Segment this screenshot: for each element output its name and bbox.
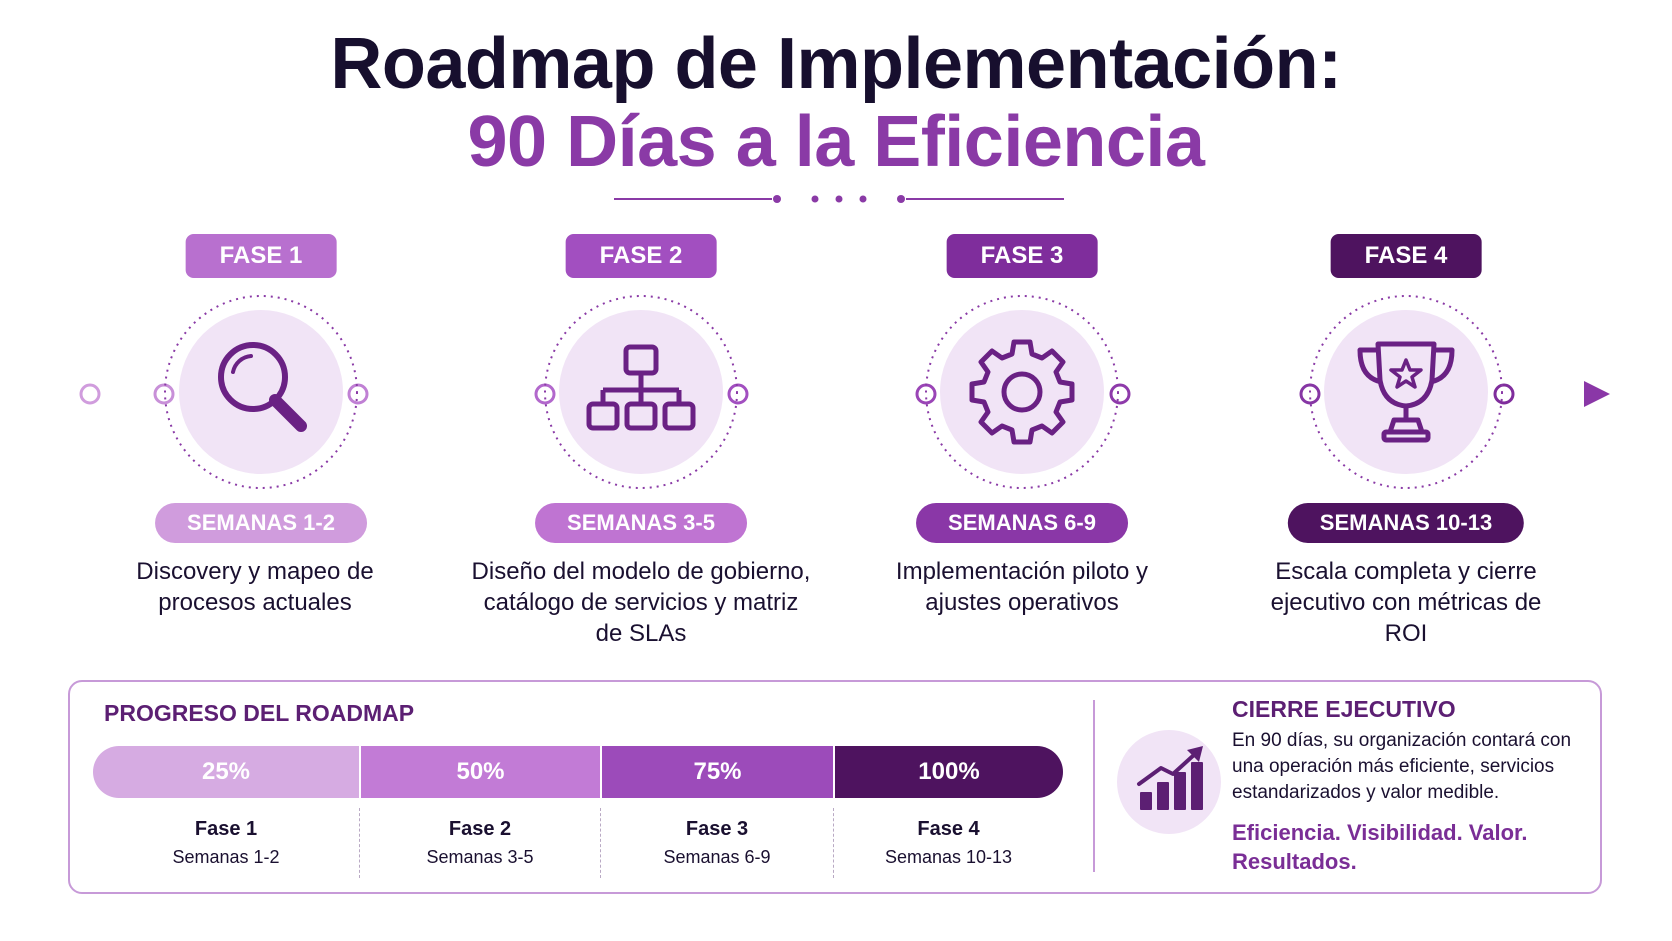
- phase-4-weeks: SEMANAS 10-13: [1287, 503, 1525, 543]
- phase-1-tag: FASE 1: [185, 234, 337, 278]
- progress-label-4: Fase 4 Semanas 10-13: [833, 808, 1063, 878]
- magnifier-icon: [164, 295, 358, 489]
- progress-label-2: Fase 2 Semanas 3-5: [359, 808, 600, 878]
- progress-label-2-name: Fase 2: [448, 818, 512, 840]
- progress-label-1-weeks: Semanas 1-2: [172, 847, 280, 867]
- progress-segment-3: 75%: [600, 746, 833, 798]
- panel-separator: [1093, 700, 1095, 872]
- progress-label-3: Fase 3 Semanas 6-9: [600, 808, 833, 878]
- progress-label-1-name: Fase 1: [194, 818, 258, 840]
- progress-label-4-name: Fase 4: [917, 818, 980, 840]
- phase-3-tag: FASE 3: [946, 234, 1098, 278]
- phase-4-description: Escala completa y cierre ejecutivo con m…: [1270, 558, 1542, 647]
- progress-segment-2: 50%: [359, 746, 600, 798]
- gear-icon: [925, 295, 1119, 489]
- progress-label-3-weeks: Semanas 6-9: [663, 847, 771, 867]
- closing-text: En 90 días, su organización contará con …: [1232, 730, 1572, 803]
- phase-4-tag: FASE 4: [1330, 234, 1482, 278]
- phase-1-description: Discovery y mapeo de procesos actuales: [136, 558, 374, 616]
- progress-label-4-weeks: Semanas 10-13: [884, 847, 1013, 867]
- title-line-1: Roadmap de Implementación:: [330, 24, 1342, 104]
- closing-tagline: Eficiencia. Visibilidad. Valor. Resultad…: [1232, 820, 1528, 874]
- progress-label-2-weeks: Semanas 3-5: [426, 847, 534, 867]
- phase-2-description: Diseño del modelo de gobierno, catálogo …: [471, 558, 811, 647]
- progress-label-1: Fase 1 Semanas 1-2: [93, 808, 359, 878]
- progress-labels: Fase 1 Semanas 1-2 Fase 2 Semanas 3-5 Fa…: [93, 808, 1063, 878]
- progress-bar: 25% 50% 75% 100%: [93, 746, 1063, 798]
- progress-segment-4: 100%: [833, 746, 1063, 798]
- phase-1-weeks: SEMANAS 1-2: [155, 503, 367, 543]
- progress-segment-1: 25%: [93, 746, 359, 798]
- bottom-panel: [68, 680, 1602, 894]
- phase-2-tag: FASE 2: [565, 234, 717, 278]
- closing-title: CIERRE EJECUTIVO: [1232, 696, 1456, 722]
- growth-chart-icon: [1117, 730, 1221, 834]
- hierarchy-icon: [544, 295, 738, 489]
- trophy-icon: [1309, 295, 1503, 489]
- progress-label-3-name: Fase 3: [685, 818, 749, 840]
- phase-3-description: Implementación piloto y ajustes operativ…: [895, 558, 1149, 616]
- phase-2-weeks: SEMANAS 3-5: [535, 503, 747, 543]
- progress-title: PROGRESO DEL ROADMAP: [104, 700, 415, 726]
- title-line-2: 90 Días a la Eficiencia: [467, 102, 1205, 182]
- title-divider: [614, 195, 1064, 203]
- phase-3-weeks: SEMANAS 6-9: [916, 503, 1128, 543]
